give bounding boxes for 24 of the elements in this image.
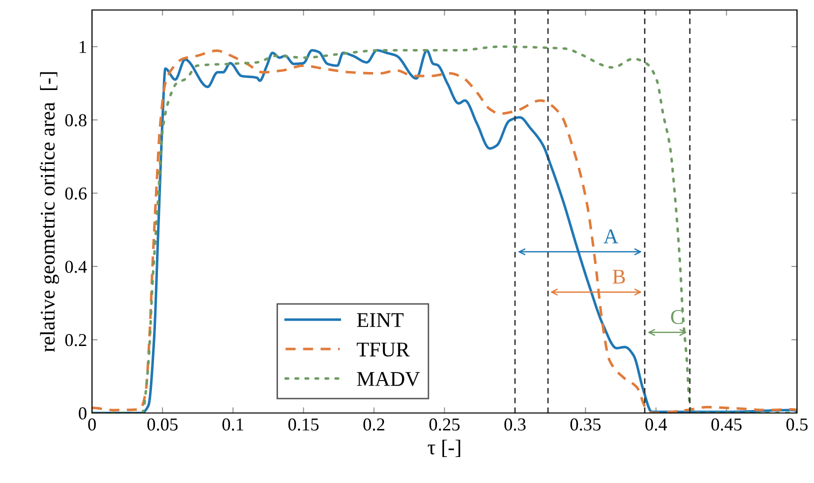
legend-label: TFUR	[356, 342, 410, 357]
legend-label: MADV	[357, 372, 420, 386]
x-tick-label: 0.5	[786, 418, 808, 431]
x-tick-label: 0.45	[711, 418, 742, 431]
annotation: B	[612, 270, 625, 284]
y-tick-label: 0.4	[65, 260, 87, 273]
annotation: A	[604, 229, 618, 244]
x-tick-label: 0.3	[504, 418, 526, 431]
legend-label: EINT	[357, 313, 404, 327]
x-tick-label: 0.2	[363, 418, 384, 431]
y-tick-label: 0.2	[65, 334, 86, 346]
x-tick-label: 0.15	[288, 418, 319, 431]
x-axis-title: τ [-]	[428, 440, 460, 458]
y-axis-title: relative geometric orifice area [-]	[40, 72, 60, 352]
y-tick-label: 0.8	[65, 114, 86, 126]
y-tick-label: 0.6	[65, 187, 87, 200]
y-tick-label: 1	[80, 40, 86, 53]
x-tick-label: 0.25	[429, 418, 460, 431]
x-tick-label: 0.35	[570, 418, 601, 431]
y-tick-label: 0	[78, 407, 86, 420]
x-tick-label: 0.4	[645, 418, 668, 431]
x-tick-label: 0	[88, 418, 96, 431]
x-tick-label: 0.05	[147, 418, 178, 431]
x-tick-label: 0.1	[222, 418, 244, 431]
